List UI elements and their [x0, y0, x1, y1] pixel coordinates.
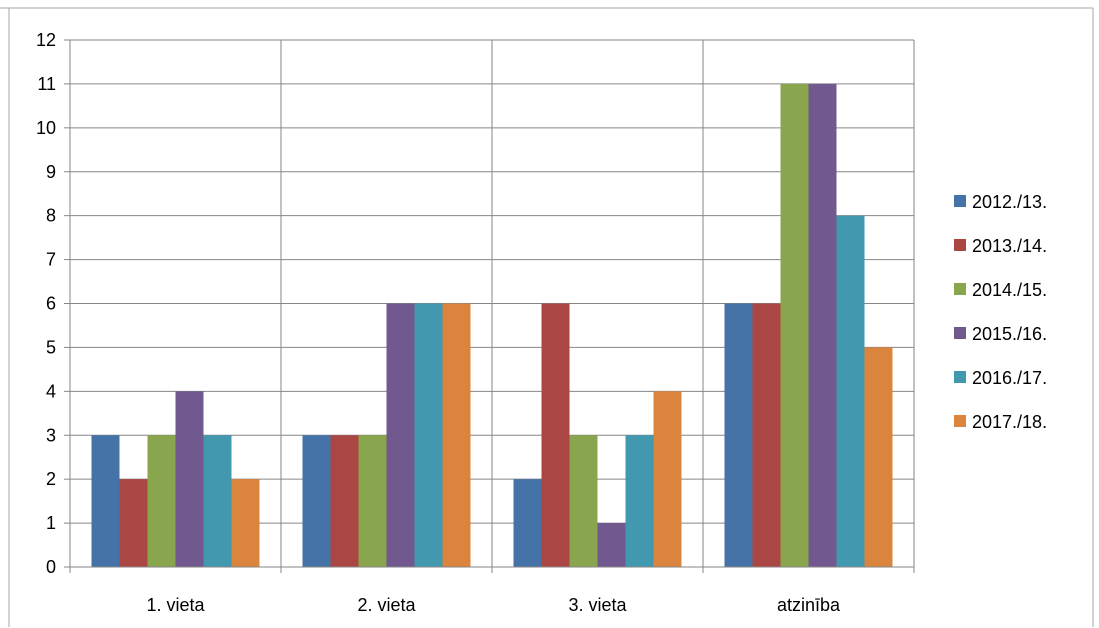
bar — [653, 391, 682, 567]
bar — [442, 303, 471, 567]
y-tick-label: 8 — [46, 206, 56, 226]
legend-label: 2016./17. — [972, 368, 1047, 388]
bar — [330, 435, 359, 567]
bar — [147, 435, 176, 567]
bar — [724, 303, 753, 567]
bar — [358, 435, 387, 567]
bar — [808, 83, 837, 568]
bar — [569, 435, 598, 567]
y-tick-label: 11 — [37, 74, 56, 94]
legend: 2012./13. 2013./14. 2014./15. 2015./16. 2016… — [954, 192, 1047, 432]
legend-swatch — [954, 195, 966, 207]
legend-label: 2017./18. — [972, 412, 1047, 432]
x-axis-category-labels: 1. vieta 2. vieta 3. vieta atzinība — [146, 595, 841, 615]
y-tick-label: 4 — [46, 381, 56, 401]
legend-swatch — [954, 371, 966, 383]
legend-swatch — [954, 239, 966, 251]
legend-label: 2014./15. — [972, 280, 1047, 300]
bar — [302, 435, 331, 567]
x-category-label: 3. vieta — [568, 595, 627, 615]
bar — [625, 435, 654, 567]
bar — [541, 303, 570, 567]
bar — [386, 303, 415, 567]
y-tick-label: 5 — [46, 337, 56, 357]
legend-label: 2015./16. — [972, 324, 1047, 344]
bar — [91, 435, 120, 567]
bar — [752, 303, 781, 567]
bar — [119, 479, 148, 567]
y-tick-label: 9 — [46, 162, 56, 182]
bar — [175, 391, 204, 567]
bar — [780, 83, 809, 568]
legend-swatch — [954, 283, 966, 295]
bars — [91, 83, 893, 568]
bar — [864, 347, 893, 567]
bar — [231, 479, 260, 567]
x-category-label: atzinība — [777, 595, 841, 615]
bar — [836, 215, 865, 567]
x-category-label: 2. vieta — [357, 595, 416, 615]
y-tick-label: 6 — [46, 294, 56, 314]
y-tick-label: 1 — [46, 513, 56, 533]
legend-swatch — [954, 327, 966, 339]
y-tick-label: 0 — [46, 557, 56, 577]
bar — [597, 523, 626, 567]
legend-label: 2012./13. — [972, 192, 1047, 212]
legend-label: 2013./14. — [972, 236, 1047, 256]
y-tick-label: 7 — [46, 250, 56, 270]
axes — [64, 39, 915, 573]
legend-swatch — [954, 415, 966, 427]
y-tick-label: 10 — [36, 118, 56, 138]
bar — [203, 435, 232, 567]
y-tick-label: 12 — [36, 30, 56, 50]
y-tick-label: 3 — [46, 425, 56, 445]
x-category-label: 1. vieta — [146, 595, 205, 615]
bar — [513, 479, 542, 567]
bar — [414, 303, 443, 567]
y-tick-label: 2 — [46, 469, 56, 489]
